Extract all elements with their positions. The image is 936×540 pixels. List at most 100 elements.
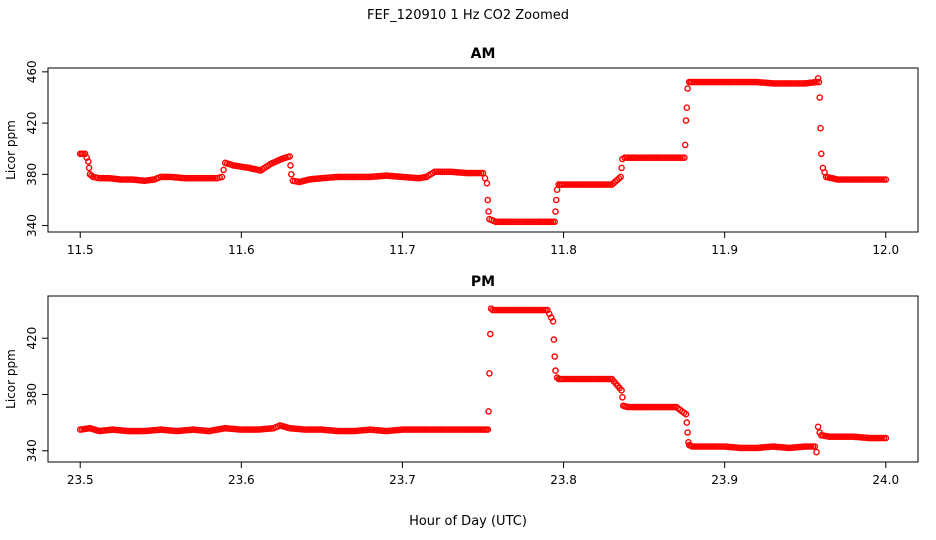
x-axis-label: Hour of Day (UTC): [409, 514, 527, 529]
data-point: [499, 306, 507, 314]
data-point: [552, 367, 559, 374]
data-point: [814, 423, 822, 431]
x-tick-label: 23.7: [389, 473, 416, 487]
data-point: [551, 218, 559, 226]
data-point: [471, 169, 479, 177]
data-series: [76, 305, 890, 456]
x-tick-label: 11.5: [67, 243, 94, 257]
data-point: [684, 429, 691, 436]
data-point: [586, 181, 594, 188]
data-point: [552, 208, 559, 215]
data-point: [878, 434, 886, 442]
data-point: [83, 154, 90, 161]
y-tick-label: 340: [25, 439, 39, 462]
y-tick-label: 380: [25, 163, 39, 186]
data-point: [485, 208, 492, 215]
data-point: [471, 426, 479, 433]
data-point: [848, 176, 855, 183]
data-point: [681, 141, 689, 149]
x-tick-label: 11.8: [550, 243, 577, 257]
data-point: [789, 80, 797, 87]
y-axis-label: Licor ppm: [4, 349, 18, 409]
data-point: [813, 448, 820, 456]
data-point: [717, 78, 724, 86]
data-point: [513, 218, 521, 226]
data-point: [484, 426, 492, 433]
y-tick-label: 460: [25, 60, 39, 83]
data-point: [618, 386, 625, 394]
data-point: [340, 173, 348, 181]
data-point: [811, 443, 819, 450]
data-point: [340, 427, 348, 435]
data-point: [818, 150, 825, 158]
data-point: [689, 443, 696, 450]
data-point: [220, 166, 227, 174]
data-point: [658, 154, 666, 161]
data-series: [76, 75, 890, 226]
data-point: [85, 158, 92, 165]
data-point: [644, 154, 652, 161]
data-point: [137, 427, 144, 435]
data-point: [427, 426, 434, 433]
data-point: [483, 179, 491, 187]
data-point: [493, 306, 501, 314]
data-point: [731, 78, 739, 86]
data-point: [703, 78, 710, 86]
data-point: [487, 305, 495, 313]
y-tick-label: 340: [25, 214, 39, 237]
data-point: [491, 306, 499, 314]
x-tick-label: 12.0: [872, 243, 899, 257]
data-point: [689, 78, 696, 86]
data-point: [588, 375, 596, 383]
data-point: [513, 306, 521, 314]
x-tick-label: 11.7: [389, 243, 416, 257]
data-point: [675, 154, 682, 161]
data-point: [848, 433, 855, 441]
data-point: [882, 176, 890, 183]
data-point: [775, 80, 783, 87]
y-axis-label: Licor ppm: [4, 120, 18, 180]
figure-title: FEF_120910 1 Hz CO2 Zoomed: [366, 8, 569, 23]
panel-am: AM Licor ppm 11.5 11.6 11.7 11.8 11.9 12.0 340 38…: [4, 46, 919, 257]
data-point: [681, 154, 688, 161]
data-point: [602, 375, 610, 383]
data-point: [287, 162, 294, 169]
x-tick-label: 23.8: [550, 473, 577, 487]
panel-pm: PM Licor ppm 23.5 23.6 23.7 23.8 23.9 24.0 340 38…: [4, 274, 919, 487]
data-point: [683, 104, 691, 111]
data-point: [209, 174, 217, 182]
data-point: [484, 196, 492, 204]
panel-title: AM: [471, 46, 496, 62]
data-point: [85, 164, 93, 172]
x-tick-label: 23.5: [67, 473, 94, 487]
data-point: [630, 403, 638, 411]
data-point: [876, 176, 884, 183]
data-point: [813, 78, 820, 86]
data-point: [817, 124, 824, 132]
data-point: [287, 170, 295, 178]
data-point: [747, 444, 755, 452]
data-point: [683, 419, 691, 426]
data-point: [218, 173, 226, 181]
data-point: [619, 393, 626, 401]
x-tick-label: 23.6: [228, 473, 255, 487]
data-point: [882, 434, 890, 442]
data-point: [443, 426, 451, 433]
data-point: [717, 443, 724, 450]
data-point: [286, 153, 294, 160]
data-point: [862, 176, 869, 183]
data-point: [684, 85, 691, 92]
data-point: [618, 164, 625, 172]
data-point: [413, 426, 420, 433]
data-point: [399, 426, 406, 433]
data-point: [682, 410, 690, 418]
y-tick-label: 420: [25, 327, 39, 350]
data-point: [816, 94, 824, 101]
data-point: [617, 173, 625, 181]
data-point: [682, 117, 690, 124]
data-point: [485, 408, 492, 415]
plot-frame: [47, 295, 919, 463]
data-point: [181, 174, 189, 182]
data-point: [814, 75, 822, 82]
